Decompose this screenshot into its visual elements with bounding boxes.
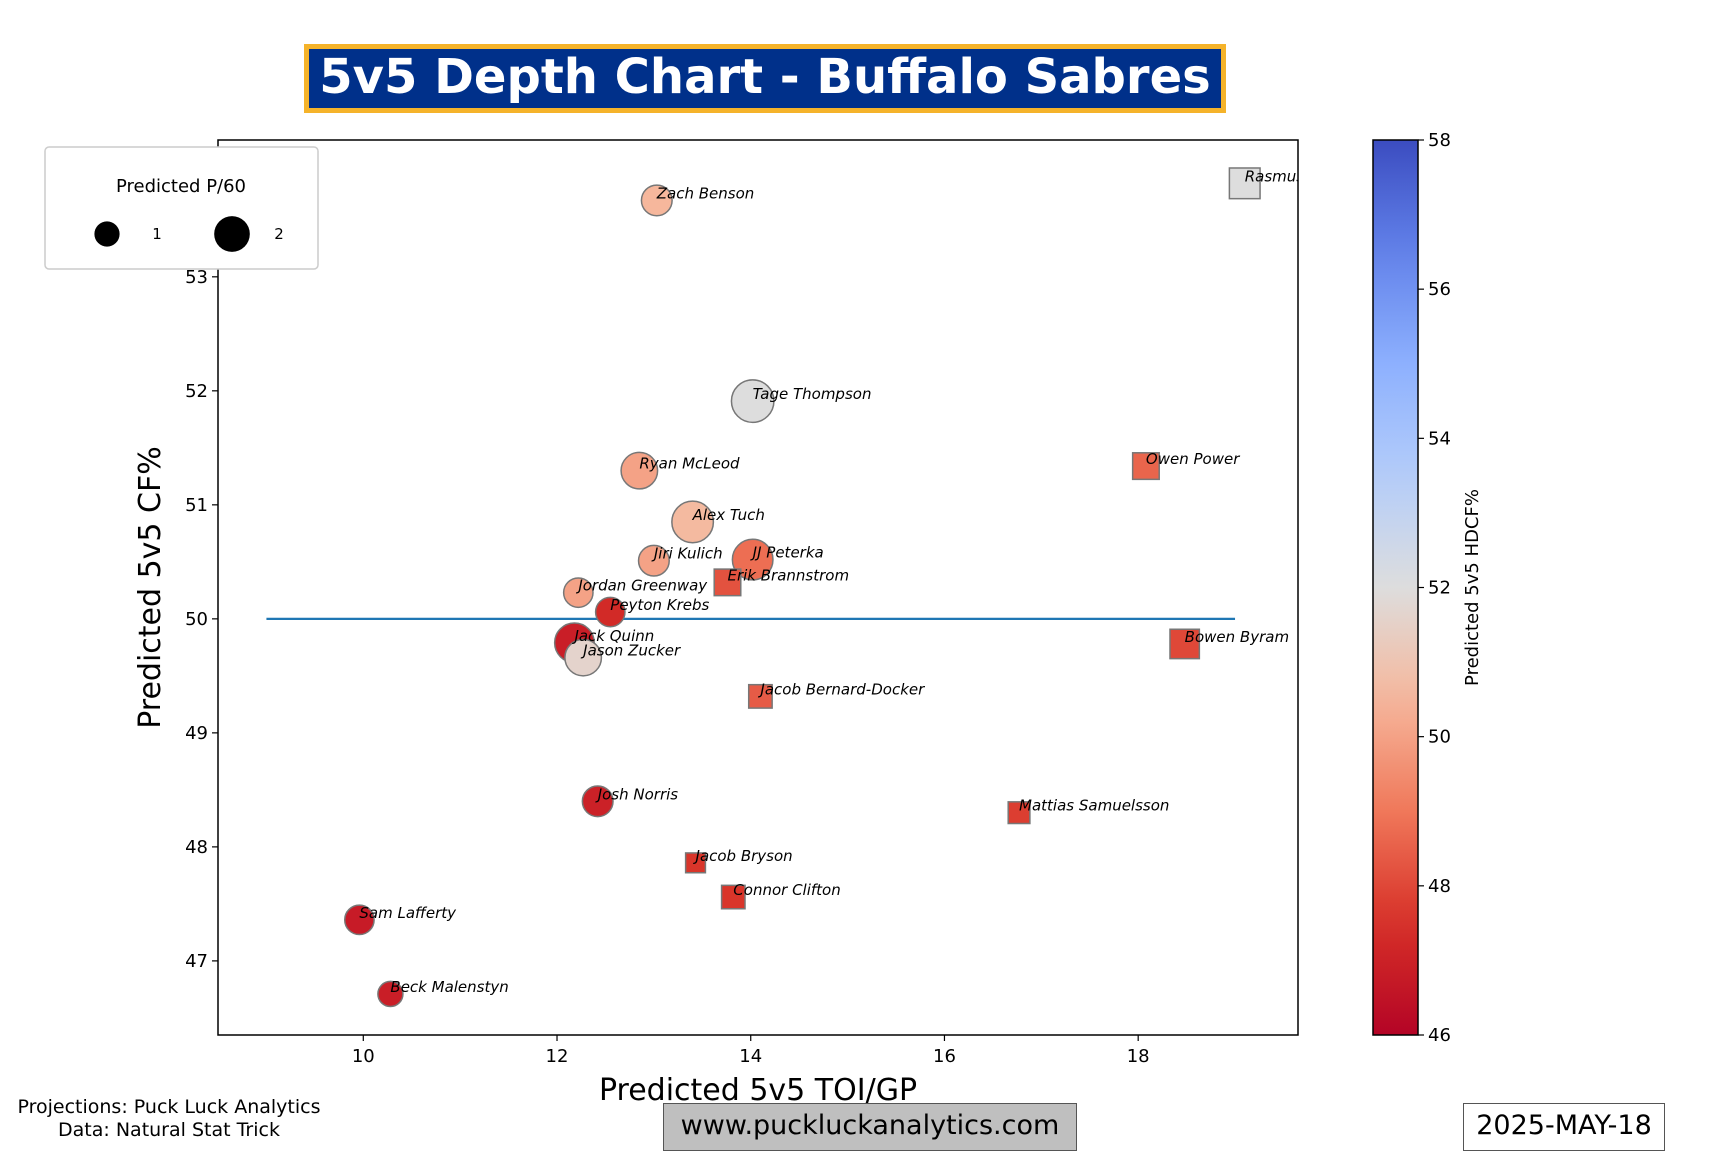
colorbar-tick-label: 58 — [1428, 130, 1451, 151]
player-marker — [343, 904, 375, 936]
x-axis-label: Predicted 5v5 TOI/GP — [599, 1073, 917, 1108]
player-label: Owen Power — [1146, 450, 1240, 468]
player-marker — [620, 451, 659, 490]
player-marker — [1131, 452, 1160, 481]
player-label: Alex Tuch — [692, 506, 765, 524]
player-label: Jason Zucker — [580, 642, 681, 660]
player-marker — [747, 683, 773, 709]
player-marker — [713, 568, 742, 597]
colorbar-tick-label: 48 — [1428, 876, 1451, 897]
player-marker — [637, 544, 670, 577]
projections-credit: Projections: Puck Luck Analytics — [17, 1096, 321, 1118]
player-label: Jordan Greenway — [575, 577, 708, 595]
date-badge: 2025-MAY-18 — [1463, 1103, 1665, 1151]
y-tick-label: 50 — [185, 609, 208, 630]
colorbar-gradient — [1372, 139, 1419, 1036]
player-label: Jack Quinn — [571, 627, 654, 645]
player-label: Peyton Krebs — [610, 596, 709, 614]
player-label: Josh Norris — [595, 785, 679, 803]
markers-group — [343, 167, 1261, 1008]
labels-group: Rasmus Dahlin Zach Benson Tage Thompson Owe… — [359, 167, 1357, 996]
player-marker — [730, 379, 775, 424]
player-label: JJ Peterka — [750, 544, 824, 562]
y-tick-label: 48 — [185, 837, 208, 858]
legend-label: 1 — [152, 225, 162, 243]
player-marker — [1228, 167, 1261, 200]
y-tick-label: 53 — [185, 267, 208, 288]
size-legend: Predicted P/60 1 2 — [44, 146, 319, 270]
player-label: Erik Brannstrom — [727, 566, 849, 584]
player-label: Bowen Byram — [1185, 628, 1289, 646]
x-tick-label: 12 — [546, 1046, 569, 1067]
y-axis-label: Predicted 5v5 CF% — [133, 446, 168, 729]
y-tick-label: 51 — [185, 495, 208, 516]
data-credit: Data: Natural Stat Trick — [58, 1119, 280, 1141]
legend-marker — [214, 216, 250, 252]
player-marker — [564, 638, 603, 677]
player-label: Mattias Samuelsson — [1019, 797, 1169, 815]
x-tick-label: 14 — [739, 1046, 762, 1067]
legend-title: Predicted P/60 — [116, 176, 246, 197]
legend-marker — [94, 221, 120, 247]
player-marker — [671, 500, 715, 544]
colorbar-label: Predicted 5v5 HDCF% — [1462, 489, 1483, 686]
player-label: Jiri Kulich — [651, 545, 723, 563]
player-label: Tage Thompson — [753, 385, 872, 403]
player-marker — [684, 852, 707, 874]
colorbar-tick-label: 52 — [1428, 578, 1451, 599]
player-marker — [731, 538, 774, 581]
player-label: Connor Clifton — [733, 881, 840, 899]
player-marker — [640, 184, 673, 217]
source-credits: Projections: Puck Luck Analytics Data: N… — [10, 1096, 328, 1142]
player-label: Rasmus Dahlin — [1245, 167, 1357, 185]
x-tick-label: 16 — [933, 1046, 956, 1067]
x-tick-label: 10 — [352, 1046, 375, 1067]
plot-area: 10121416184748495051525354Predicted 5v5 … — [133, 139, 1357, 1108]
player-marker — [377, 980, 404, 1008]
plot-frame — [217, 139, 1299, 1036]
player-marker — [1169, 628, 1201, 660]
player-label: Ryan McLeod — [639, 455, 740, 473]
legend-label: 2 — [274, 225, 284, 243]
legend-frame — [44, 146, 319, 270]
website-link[interactable]: www.puckluckanalytics.com — [663, 1103, 1077, 1151]
player-label: Sam Lafferty — [359, 904, 457, 922]
colorbar: 46 48 50 52 54 56 58 Predicted 5v5 HDCF% — [1372, 130, 1483, 1046]
y-tick-label: 49 — [185, 723, 208, 744]
player-label: Beck Malenstyn — [390, 978, 508, 996]
player-label: Jacob Bryson — [693, 847, 793, 865]
player-marker — [562, 577, 594, 609]
chart-title: 5v5 Depth Chart - Buffalo Sabres — [304, 44, 1226, 113]
player-label: Jacob Bernard-Docker — [757, 680, 925, 698]
player-marker — [1007, 801, 1031, 825]
player-marker — [581, 785, 614, 818]
colorbar-tick-label: 56 — [1428, 279, 1451, 300]
colorbar-tick-label: 54 — [1428, 428, 1451, 449]
player-marker — [720, 884, 746, 910]
colorbar-tick-label: 46 — [1428, 1025, 1451, 1046]
player-label: Zach Benson — [656, 184, 755, 202]
y-tick-label: 52 — [185, 381, 208, 402]
colorbar-tick-label: 50 — [1428, 727, 1451, 748]
player-marker — [594, 596, 626, 628]
y-tick-label: 47 — [185, 951, 208, 972]
x-tick-label: 18 — [1127, 1046, 1150, 1067]
